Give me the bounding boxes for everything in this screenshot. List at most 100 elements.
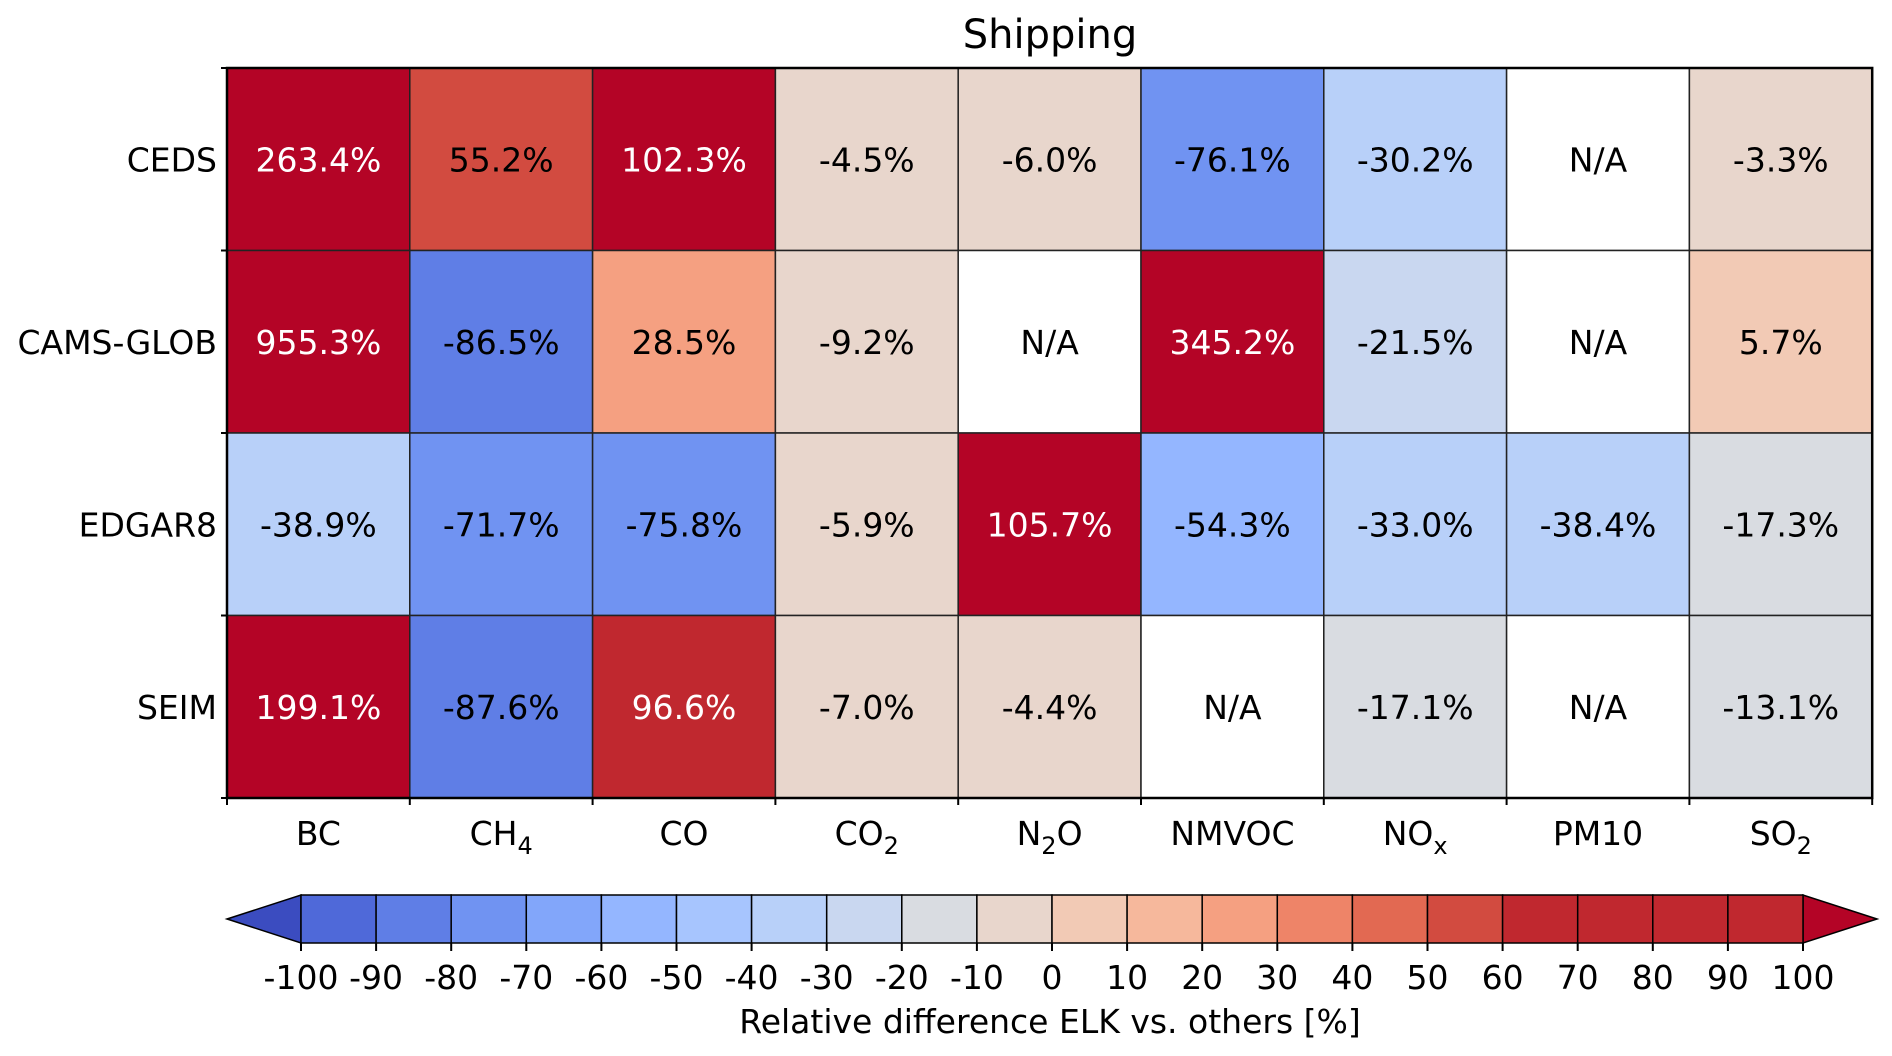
heatmap-cell-cams-glob-so2 [1688, 249, 1873, 434]
column-label-subscript: 2 [884, 832, 899, 860]
colorbar-tick-label: 60 [1482, 958, 1524, 997]
row-labels: CEDS CAMS-GLOB EDGAR8 SEIM [17, 67, 227, 799]
heatmap-cell-ceds-ch4 [409, 67, 594, 252]
colorbar-segment [1652, 894, 1729, 944]
colorbar-tick-label: 40 [1331, 958, 1373, 997]
cell-value-label: N/A [1569, 323, 1628, 362]
column-labels: BC CH4 CO CO2 N2O NMVOC NOx PM10 SO2 [226, 798, 1874, 860]
heatmap-cell-edgar8-co [591, 432, 777, 617]
column-label-base: CO [835, 814, 884, 853]
heatmap-cell-ceds-nmvoc [1140, 67, 1325, 252]
colorbar-segment [1426, 894, 1504, 944]
heatmap-cell-seim-bc [226, 614, 411, 799]
colorbar-tick-label: -30 [800, 958, 854, 997]
colorbar-segment [450, 894, 528, 944]
colorbar: -100 -90 -80 -70 -60 -50 -40 -30 -20 -10 0 10 20 30 40… [224, 893, 1880, 997]
column-label-subscript: 4 [517, 832, 532, 860]
cell-value-label: -33.0% [1357, 505, 1474, 544]
column-label-pm10: PM10 [1553, 814, 1643, 853]
colorbar-label: Relative difference ELK vs. others [%] [739, 1002, 1361, 1041]
heatmap-cell-cams-glob-bc [226, 249, 411, 434]
colorbar-tick-label: -90 [349, 958, 403, 997]
colorbar-tick-label: 90 [1707, 958, 1749, 997]
cell-value-label: N/A [1020, 323, 1079, 362]
cell-value-label: -75.8% [626, 505, 743, 544]
heatmap-cell-edgar8-co2 [774, 432, 959, 617]
colorbar-tick-label: -20 [875, 958, 929, 997]
colorbar-segment [300, 894, 377, 944]
heatmap-cell-cams-glob-nox [1323, 249, 1508, 434]
colorbar-segment [1276, 894, 1354, 944]
colorbar-tick-label: -10 [950, 958, 1004, 997]
heatmap-cell-ceds-co2 [774, 67, 959, 252]
heatmap-cell-cams-glob-pm10 [1505, 249, 1691, 434]
row-label-edgar8: EDGAR8 [79, 505, 217, 544]
colorbar-segment [1501, 894, 1579, 944]
column-label-nmvoc: NMVOC [1170, 814, 1294, 853]
column-label-tail: O [1057, 814, 1083, 853]
cell-value-label: -3.3% [1733, 140, 1829, 179]
colorbar-segment [901, 894, 978, 944]
colorbar-segment [675, 894, 753, 944]
column-label-base: PM10 [1553, 814, 1643, 853]
column-label-co: CO [659, 814, 708, 853]
heatmap-cell-edgar8-so2 [1688, 432, 1873, 617]
colorbar-tick-label: 0 [1042, 958, 1063, 997]
colorbar-tick-label: 30 [1256, 958, 1298, 997]
cell-value-label: -76.1% [1174, 140, 1291, 179]
colorbar-segment [750, 894, 828, 944]
cell-value-label: 105.7% [987, 505, 1113, 544]
cell-value-label: -7.0% [819, 688, 915, 727]
cell-value-label: 345.2% [1169, 323, 1295, 362]
column-label-bc: BC [296, 814, 341, 853]
row-label-cams-glob: CAMS-GLOB [17, 323, 217, 362]
cell-value-label: -21.5% [1357, 323, 1474, 362]
colorbar-segment [1051, 894, 1128, 944]
colorbar-tick-label: 20 [1181, 958, 1223, 997]
column-label-base: CO [659, 814, 708, 853]
heatmap-cells: 263.4% 55.2% 102.3% -4.5% -6.0% -76.1% -30.2% N… [225, 66, 1874, 800]
colorbar-segment [1576, 894, 1654, 944]
cell-value-label: 102.3% [621, 140, 747, 179]
heatmap-cell-ceds-pm10 [1505, 67, 1691, 252]
heatmap-cell-ceds-n2o [957, 67, 1142, 252]
cell-value-label: -17.1% [1357, 688, 1474, 727]
cell-value-label: -6.0% [1002, 140, 1098, 179]
colorbar-tick-label: -80 [424, 958, 478, 997]
cell-value-label: 955.3% [255, 323, 381, 362]
heatmap-cell-edgar8-n2o [957, 432, 1142, 617]
colorbar-over-extension [1802, 893, 1880, 945]
column-label-subscript: 2 [1041, 832, 1056, 860]
colorbar-tick-label: 10 [1106, 958, 1148, 997]
heatmap-cell-ceds-bc [226, 67, 411, 252]
column-label-nox: NOx [1383, 814, 1448, 860]
colorbar-segment [976, 894, 1053, 944]
column-label-base: SO [1750, 814, 1797, 853]
colorbar-segment [1126, 894, 1203, 944]
colorbar-tick-label: -40 [725, 958, 779, 997]
cell-value-label: N/A [1203, 688, 1262, 727]
column-label-so2: SO2 [1750, 814, 1812, 860]
cell-value-label: -38.9% [260, 505, 377, 544]
colorbar-segment [600, 894, 678, 944]
heatmap-cell-seim-so2 [1688, 614, 1873, 799]
colorbar-segment [1727, 894, 1804, 944]
cell-value-label: -86.5% [443, 323, 560, 362]
cell-value-label: -4.4% [1002, 688, 1098, 727]
column-label-base: BC [296, 814, 341, 853]
heatmap-cell-cams-glob-n2o [957, 249, 1142, 434]
colorbar-tick-label: -70 [499, 958, 553, 997]
colorbar-tick-label: 100 [1772, 958, 1835, 997]
column-label-subscript: 2 [1797, 832, 1812, 860]
heatmap-cell-edgar8-bc [226, 432, 411, 617]
cell-value-label: -30.2% [1357, 140, 1474, 179]
heatmap-cell-cams-glob-nmvoc [1140, 249, 1325, 434]
colorbar-tick-label: 80 [1632, 958, 1674, 997]
cell-value-label: N/A [1569, 140, 1628, 179]
cell-value-label: -54.3% [1174, 505, 1291, 544]
cell-value-label: -71.7% [443, 505, 560, 544]
row-label-seim: SEIM [137, 688, 217, 727]
row-label-ceds: CEDS [127, 140, 217, 179]
